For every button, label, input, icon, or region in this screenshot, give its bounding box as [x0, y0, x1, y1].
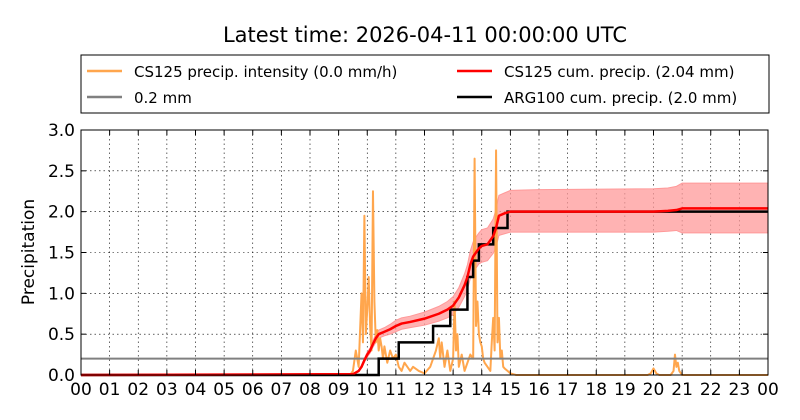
x-tick-label-18: 18 — [585, 380, 607, 400]
x-tick-label-11: 11 — [385, 380, 407, 400]
x-tick-label-7: 07 — [271, 380, 293, 400]
x-tick-label-17: 17 — [557, 380, 579, 400]
x-tick-label-3: 03 — [156, 380, 178, 400]
x-tick-label-19: 19 — [614, 380, 636, 400]
legend-entry-arg100-cum: ARG100 cum. precip. (2.0 mm) — [457, 89, 737, 107]
x-tick-label-2: 02 — [127, 380, 149, 400]
x-tick-label-8: 08 — [299, 380, 321, 400]
x-tick-label-22: 22 — [700, 380, 722, 400]
series-intensity-line — [81, 149, 768, 376]
legend-entry-cs125-cum: CS125 cum. precip. (2.04 mm) — [457, 63, 734, 81]
legend-entry-intensity: CS125 precip. intensity (0.0 mm/h) — [87, 63, 397, 81]
x-tick-label-4: 04 — [185, 380, 207, 400]
x-tick-label-15: 15 — [500, 380, 522, 400]
legend-frame — [80, 54, 770, 114]
x-tick-label-20: 20 — [643, 380, 665, 400]
y-tick-label-0: 0.0 — [48, 366, 75, 386]
ticks: 00 01 02 03 04 05 06 07 08 09 10 11 12 13 14 15 16 17 18 19… — [48, 121, 779, 400]
plot-area — [80, 149, 769, 377]
x-tick-label-1: 01 — [99, 380, 121, 400]
legend-label-arg100-cum: ARG100 cum. precip. (2.0 mm) — [504, 89, 737, 107]
chart-title: Latest time: 2026-04-11 00:00:00 UTC — [223, 23, 627, 47]
y-tick-label-4: 2.0 — [48, 203, 75, 223]
legend-label-intensity: CS125 precip. intensity (0.0 mm/h) — [134, 63, 397, 81]
x-tick-label-10: 10 — [356, 380, 378, 400]
x-tick-label-24: 00 — [757, 380, 779, 400]
x-tick-label-0: 00 — [70, 380, 92, 400]
series-cs125-cum-line — [80, 207, 768, 377]
x-tick-label-21: 21 — [671, 380, 693, 400]
legend-entry-threshold: 0.2 mm — [87, 89, 192, 107]
x-tick-label-12: 12 — [414, 380, 436, 400]
series-arg100-cum-line — [81, 210, 768, 377]
x-tick-label-6: 06 — [242, 380, 264, 400]
x-tick-label-13: 13 — [442, 380, 464, 400]
y-tick-label-6: 3.0 — [48, 121, 75, 141]
legend-label-threshold: 0.2 mm — [134, 89, 192, 107]
x-tick-label-16: 16 — [528, 380, 550, 400]
x-tick-label-14: 14 — [471, 380, 493, 400]
legend: CS125 precip. intensity (0.0 mm/h) 0.2 m… — [80, 54, 770, 114]
y-tick-label-1: 0.5 — [48, 325, 75, 345]
y-tick-label-3: 1.5 — [48, 244, 75, 264]
grid — [81, 130, 768, 375]
y-axis-label: Precipitation — [19, 199, 39, 305]
x-tick-label-5: 05 — [213, 380, 235, 400]
y-tick-label-2: 1.0 — [48, 284, 75, 304]
legend-label-cs125-cum: CS125 cum. precip. (2.04 mm) — [504, 63, 734, 81]
y-tick-label-5: 2.5 — [48, 162, 75, 182]
x-tick-label-9: 09 — [328, 380, 350, 400]
x-tick-label-23: 23 — [729, 380, 751, 400]
